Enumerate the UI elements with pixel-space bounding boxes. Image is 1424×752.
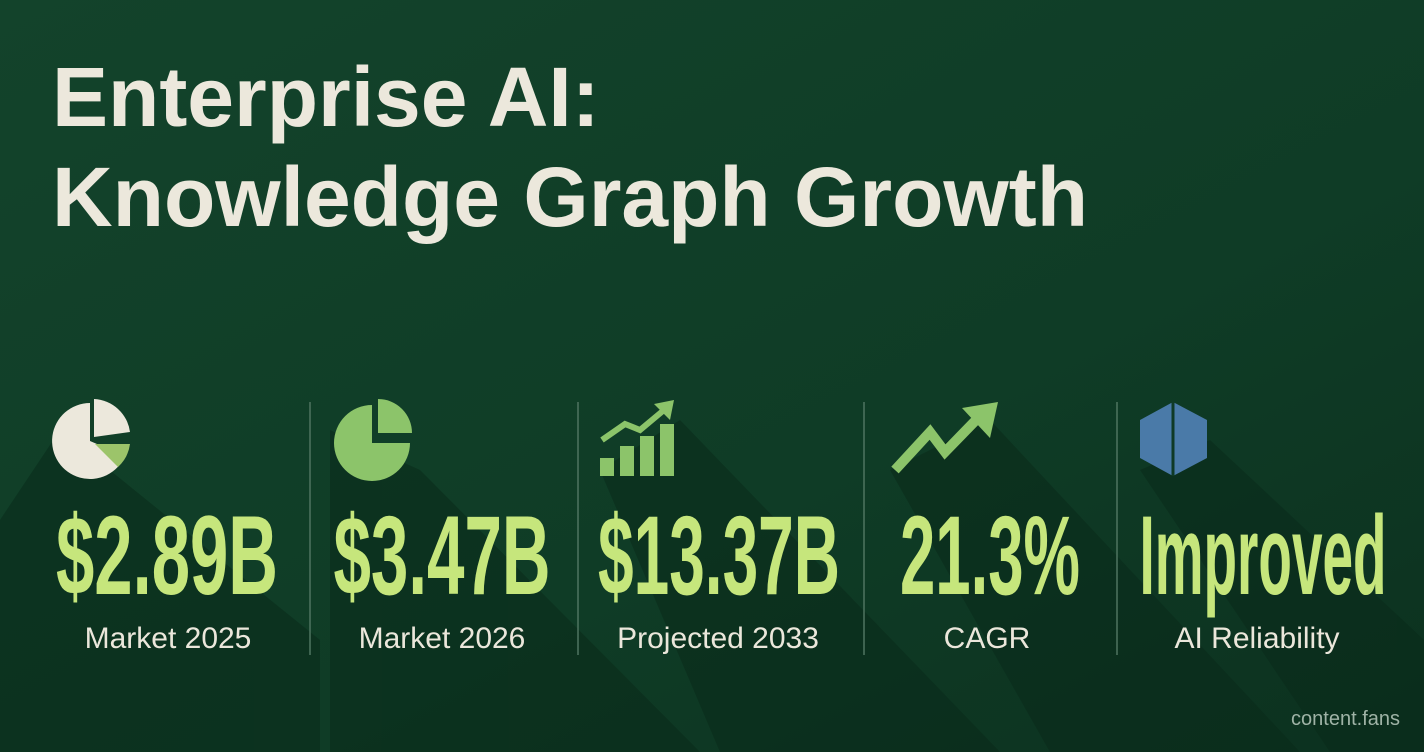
hexagon-icon <box>1140 402 1207 476</box>
stat-label: CAGR <box>944 622 1031 655</box>
trend-arrow-icon <box>891 402 998 474</box>
stat-label: Projected 2033 <box>617 622 819 655</box>
title-line: Enterprise AI: <box>52 50 600 144</box>
stat-value: $13.37B <box>598 493 840 618</box>
watermark: content.fans <box>1291 708 1400 730</box>
shadows <box>0 420 1424 752</box>
stat-value: $2.89B <box>56 493 278 618</box>
stat-label: AI Reliability <box>1174 622 1339 655</box>
stat-value: 21.3% <box>900 493 1080 618</box>
stat-value: Improved <box>1140 493 1387 618</box>
stat-value: $3.47B <box>334 493 551 618</box>
bar-chart-icon <box>600 400 674 476</box>
stat-label: Market 2025 <box>85 622 252 655</box>
pie-icon <box>52 399 130 479</box>
pie-icon <box>334 399 412 481</box>
title-line: Knowledge Graph Growth <box>52 150 1088 244</box>
stat-label: Market 2026 <box>359 622 526 655</box>
